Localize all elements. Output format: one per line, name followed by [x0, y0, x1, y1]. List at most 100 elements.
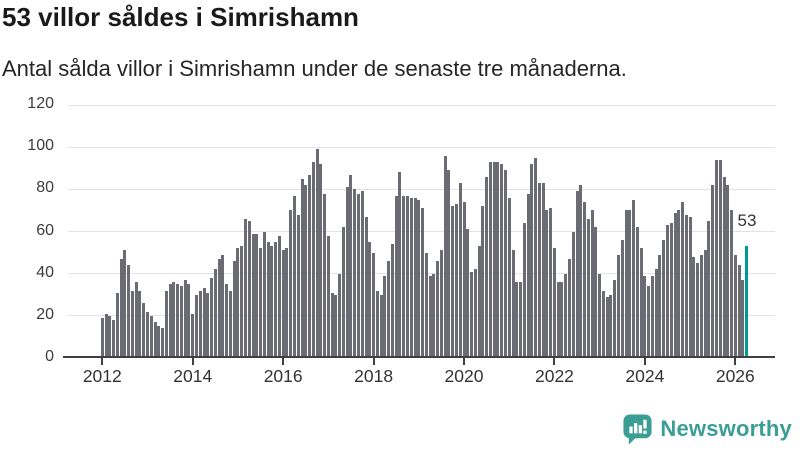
- bar: [722, 176, 726, 358]
- bar: [609, 294, 613, 358]
- bar: [221, 254, 225, 358]
- bar: [191, 313, 195, 358]
- bar: [507, 197, 511, 358]
- bar: [688, 216, 692, 358]
- bar: [485, 176, 489, 358]
- bar: [526, 193, 530, 358]
- newsworthy-logo[interactable]: Newsworthy: [622, 410, 792, 448]
- bar: [168, 284, 172, 358]
- bar: [737, 265, 741, 358]
- bar: [127, 265, 131, 358]
- bar: [443, 155, 447, 358]
- bar: [454, 204, 458, 358]
- bar: [733, 254, 737, 358]
- bar: [289, 210, 293, 358]
- bar: [432, 273, 436, 358]
- bar: [537, 183, 541, 358]
- bar: [628, 210, 632, 358]
- bar: [601, 290, 605, 358]
- bar: [718, 159, 722, 358]
- newsworthy-logo-icon: [623, 414, 652, 445]
- bar: [481, 206, 485, 358]
- y-axis-label: 100: [27, 137, 54, 155]
- x-axis-tick: [643, 358, 646, 365]
- bar: [142, 303, 146, 358]
- bar: [157, 326, 161, 358]
- bar: [417, 199, 421, 358]
- x-axis-label: 2016: [263, 366, 303, 386]
- chart-subtitle: Antal sålda villor i Simrishamn under de…: [2, 56, 627, 81]
- bar: [206, 292, 210, 358]
- bar: [394, 195, 398, 358]
- bar: [552, 248, 556, 358]
- bar: [341, 227, 345, 358]
- bar: [304, 185, 308, 358]
- bar: [176, 284, 180, 358]
- bar: [635, 227, 639, 358]
- bar: [466, 229, 470, 358]
- bar: [108, 315, 112, 358]
- bar: [703, 250, 707, 358]
- bar: [473, 269, 477, 358]
- bar: [692, 256, 696, 358]
- x-axis-tick: [734, 358, 737, 365]
- bar: [198, 290, 202, 358]
- bar: [564, 273, 568, 358]
- bar: [266, 242, 270, 358]
- bar: [146, 311, 150, 358]
- bar: [247, 220, 251, 358]
- bar: [666, 225, 669, 358]
- bar: [228, 290, 232, 358]
- bar: [677, 210, 681, 358]
- bar: [726, 185, 730, 358]
- bar: [138, 290, 142, 358]
- bar: [605, 296, 609, 358]
- bar: [183, 280, 187, 358]
- x-axis-baseline: [63, 356, 775, 358]
- bar: [281, 250, 285, 358]
- bar: [560, 282, 564, 358]
- bar: [503, 170, 507, 358]
- bar: [296, 214, 300, 358]
- bar: [104, 313, 108, 358]
- bar: [353, 189, 357, 358]
- bar: [402, 195, 406, 358]
- bar: [594, 227, 598, 358]
- bar: [240, 246, 244, 358]
- x-axis-tick: [191, 358, 194, 365]
- bar: [387, 261, 391, 358]
- bar: [613, 280, 617, 358]
- bar: [424, 252, 428, 358]
- bar: [368, 242, 372, 358]
- x-axis-label: 2012: [82, 366, 122, 386]
- bar: [349, 174, 353, 358]
- x-axis-tick: [463, 358, 466, 365]
- bar: [292, 195, 296, 358]
- bar: [323, 193, 327, 358]
- bar: [406, 195, 409, 358]
- gridline-y-100: [68, 146, 775, 148]
- gridline-y-120: [68, 104, 775, 106]
- bar: [364, 216, 368, 358]
- bar: [345, 187, 349, 358]
- bar: [421, 208, 425, 358]
- x-axis-label: 2018: [354, 366, 394, 386]
- chart-title: 53 villor såldes i Simrishamn: [2, 2, 359, 32]
- x-axis-label: 2014: [173, 366, 213, 386]
- bar: [681, 202, 685, 358]
- bar: [624, 210, 628, 358]
- bar: [225, 284, 229, 358]
- bar: [654, 269, 658, 358]
- bar: [707, 220, 711, 358]
- y-axis-label: 20: [36, 305, 54, 323]
- bar: [153, 322, 157, 358]
- bar: [662, 239, 666, 358]
- y-axis-label: 60: [36, 221, 54, 239]
- bar: [650, 275, 654, 358]
- bar: [195, 294, 198, 358]
- bar: [315, 149, 319, 358]
- bar: [213, 269, 217, 358]
- bar: [436, 261, 440, 358]
- bar: [511, 250, 515, 358]
- bar: [620, 239, 624, 358]
